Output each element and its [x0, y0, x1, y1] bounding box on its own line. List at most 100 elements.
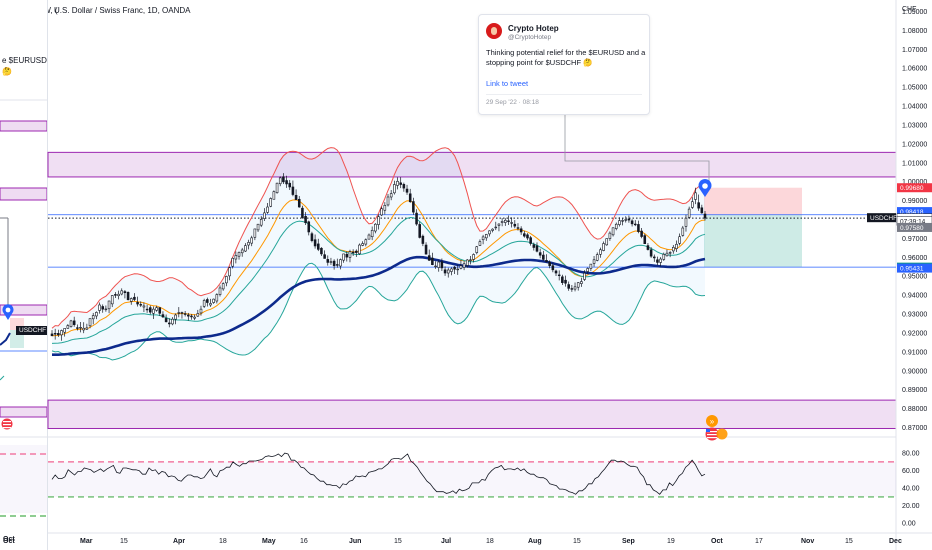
candle-body [177, 312, 181, 314]
time-tick-label: Jun [349, 538, 361, 545]
tweet-handle[interactable]: @CryptoHotep [508, 34, 552, 41]
candle-body [500, 221, 504, 223]
candle [624, 216, 628, 223]
candle-body [478, 241, 482, 246]
candle-body [570, 288, 574, 290]
price-tick-label: 0.99000 [902, 198, 927, 205]
candle [500, 217, 504, 227]
candle [567, 281, 570, 291]
time-tick-label: Jul [441, 538, 451, 545]
tweet-separator [486, 94, 642, 95]
price-tick-label: 0.92000 [902, 330, 927, 337]
candle-body [595, 254, 599, 261]
candle-body [129, 298, 133, 302]
candle [110, 294, 114, 308]
chart-title: U.S. Dollar / Swiss Franc, 1D, OANDA [54, 6, 191, 15]
candle [209, 298, 212, 307]
candle-body [621, 220, 624, 222]
candle-body [554, 270, 558, 274]
event-badge-secondary[interactable] [716, 428, 728, 440]
candle-body [538, 252, 542, 256]
candle-body [567, 284, 570, 289]
candle-body [133, 296, 136, 300]
candle-body [592, 259, 596, 264]
time-axis[interactable]: Oct Mar 15 Apr 18 May 16 Jun 15 Jul 18 Aug 15 Sep 19 Oc… [3, 538, 902, 545]
candle [297, 196, 301, 208]
candle-body [326, 259, 330, 263]
time-tick-label: Mar [80, 538, 93, 545]
chart-icons[interactable]: » [698, 179, 728, 441]
candle [659, 257, 662, 267]
candle-body [358, 244, 361, 255]
symbol-tag-box [867, 213, 896, 223]
candle-body [110, 295, 114, 305]
candle-body [456, 268, 460, 271]
candle-body [234, 255, 238, 260]
candle [101, 304, 105, 313]
left-zone-4 [0, 406, 47, 418]
left-flag-icon[interactable] [1, 418, 13, 430]
us-flag-icon[interactable] [705, 427, 719, 441]
position-tool[interactable] [704, 187, 802, 268]
take-profit-zone[interactable] [704, 214, 802, 268]
candle-body [697, 202, 700, 209]
candle-body [396, 180, 399, 186]
price-tick-label: 1.05000 [902, 85, 927, 92]
candle [117, 290, 120, 300]
candle-body [548, 261, 551, 266]
tweet-link[interactable]: Link to tweet [486, 79, 529, 88]
candle-body [136, 302, 139, 305]
candle [399, 177, 402, 189]
left-chart-pane[interactable]: e $EURUSD ar 🤔 USDCHF Oct [0, 0, 48, 550]
location-pin-icon[interactable] [698, 179, 712, 197]
candle-body [139, 304, 143, 306]
candle [678, 233, 681, 246]
left-band [0, 375, 5, 381]
candle [193, 314, 196, 321]
candle-body [700, 207, 704, 214]
candle-body [684, 217, 688, 227]
avatar[interactable] [486, 23, 502, 39]
rsi-axis[interactable]: 80.00 60.00 40.00 20.00 0.00 [902, 451, 920, 528]
candle [285, 175, 288, 188]
candle [551, 262, 555, 273]
economic-events-icon[interactable]: » [706, 415, 718, 427]
candle [684, 214, 688, 232]
candle [649, 247, 653, 258]
candle [50, 330, 54, 337]
stop-loss-zone[interactable] [704, 187, 802, 215]
candle [272, 190, 276, 200]
candle-body [640, 230, 643, 237]
candle [326, 255, 330, 266]
candle-body [656, 259, 659, 263]
supply-demand-zone [47, 399, 897, 429]
candle [202, 298, 206, 309]
candle-body [320, 247, 323, 255]
supply-demand-zone [47, 151, 897, 178]
tweet-author[interactable]: Crypto Hotep [508, 24, 559, 33]
candle-body [672, 247, 675, 252]
candle [450, 267, 453, 276]
bollinger-fill [52, 147, 705, 360]
time-tick-label: 15 [573, 538, 581, 545]
time-tick-label: 18 [219, 538, 227, 545]
candle [700, 204, 704, 214]
candle-body [374, 223, 377, 232]
candle-body [196, 313, 200, 317]
candle [107, 300, 111, 314]
left-pin-icon[interactable] [2, 304, 14, 320]
candle [196, 309, 200, 317]
candle-body [57, 333, 60, 336]
price-tag-box [897, 263, 932, 273]
price-tag-box [897, 183, 932, 193]
time-tick-label: Sep [622, 538, 635, 545]
candle [57, 329, 60, 337]
candle-body [516, 227, 520, 229]
candle [152, 306, 155, 319]
candle [269, 197, 273, 208]
tweet-card[interactable]: Crypto Hotep @CryptoHotep Thinking poten… [478, 14, 650, 115]
candle-body [199, 308, 203, 314]
left-symbol-tag: USDCHF [16, 326, 47, 335]
